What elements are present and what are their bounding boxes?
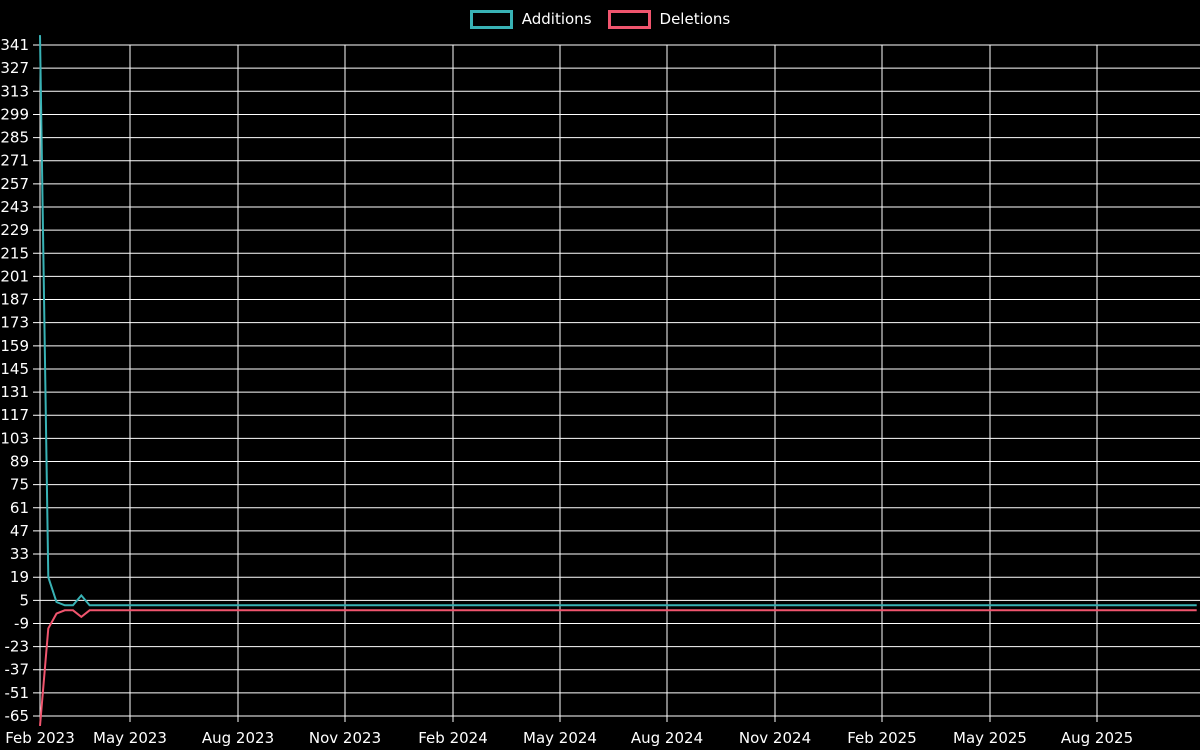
y-tick-label: 313	[0, 82, 29, 100]
y-tick-label: -23	[5, 638, 30, 656]
x-tick-label: Aug 2023	[202, 729, 274, 747]
x-tick-label: May 2025	[953, 729, 1027, 747]
series-line-additions	[39, 35, 1197, 607]
x-tick-label: Nov 2024	[739, 729, 811, 747]
y-tick-label: 341	[0, 36, 29, 54]
y-tick-label: 117	[0, 406, 29, 424]
y-tick-label: -37	[5, 661, 30, 679]
x-tick-label: Aug 2025	[1061, 729, 1133, 747]
series-line-deletions	[39, 609, 1197, 726]
y-tick-label: 257	[0, 175, 29, 193]
y-tick-label: -51	[5, 684, 30, 702]
y-tick-label: 229	[0, 221, 29, 239]
x-tick-label: Feb 2024	[418, 729, 488, 747]
x-tick-label: May 2023	[93, 729, 167, 747]
y-tick-label: 89	[10, 453, 29, 471]
y-tick-label: 243	[0, 198, 29, 216]
y-tick-label: 75	[10, 476, 29, 494]
y-tick-label: 47	[10, 522, 29, 540]
y-tick-label: 327	[0, 59, 29, 77]
y-tick-label: 33	[10, 545, 29, 563]
x-tick-label: Aug 2024	[631, 729, 703, 747]
x-tick-label: May 2024	[523, 729, 597, 747]
x-tick-label: Feb 2023	[5, 729, 75, 747]
y-tick-label: -9	[14, 614, 29, 632]
y-tick-label: 61	[10, 499, 29, 517]
y-tick-label: 103	[0, 429, 29, 447]
y-tick-label: 299	[0, 105, 29, 123]
y-tick-label: 187	[0, 291, 29, 309]
y-tick-label: 215	[0, 244, 29, 262]
y-tick-label: 159	[0, 337, 29, 355]
y-tick-label: 145	[0, 360, 29, 378]
x-tick-label: Nov 2023	[309, 729, 381, 747]
y-tick-label: 285	[0, 129, 29, 147]
y-tick-label: -65	[5, 707, 30, 725]
y-tick-label: 19	[10, 568, 29, 586]
y-tick-label: 201	[0, 267, 29, 285]
x-tick-label: Feb 2025	[847, 729, 917, 747]
y-tick-label: 5	[19, 591, 29, 609]
y-tick-label: 271	[0, 152, 29, 170]
y-tick-label: 131	[0, 383, 29, 401]
y-tick-label: 173	[0, 314, 29, 332]
